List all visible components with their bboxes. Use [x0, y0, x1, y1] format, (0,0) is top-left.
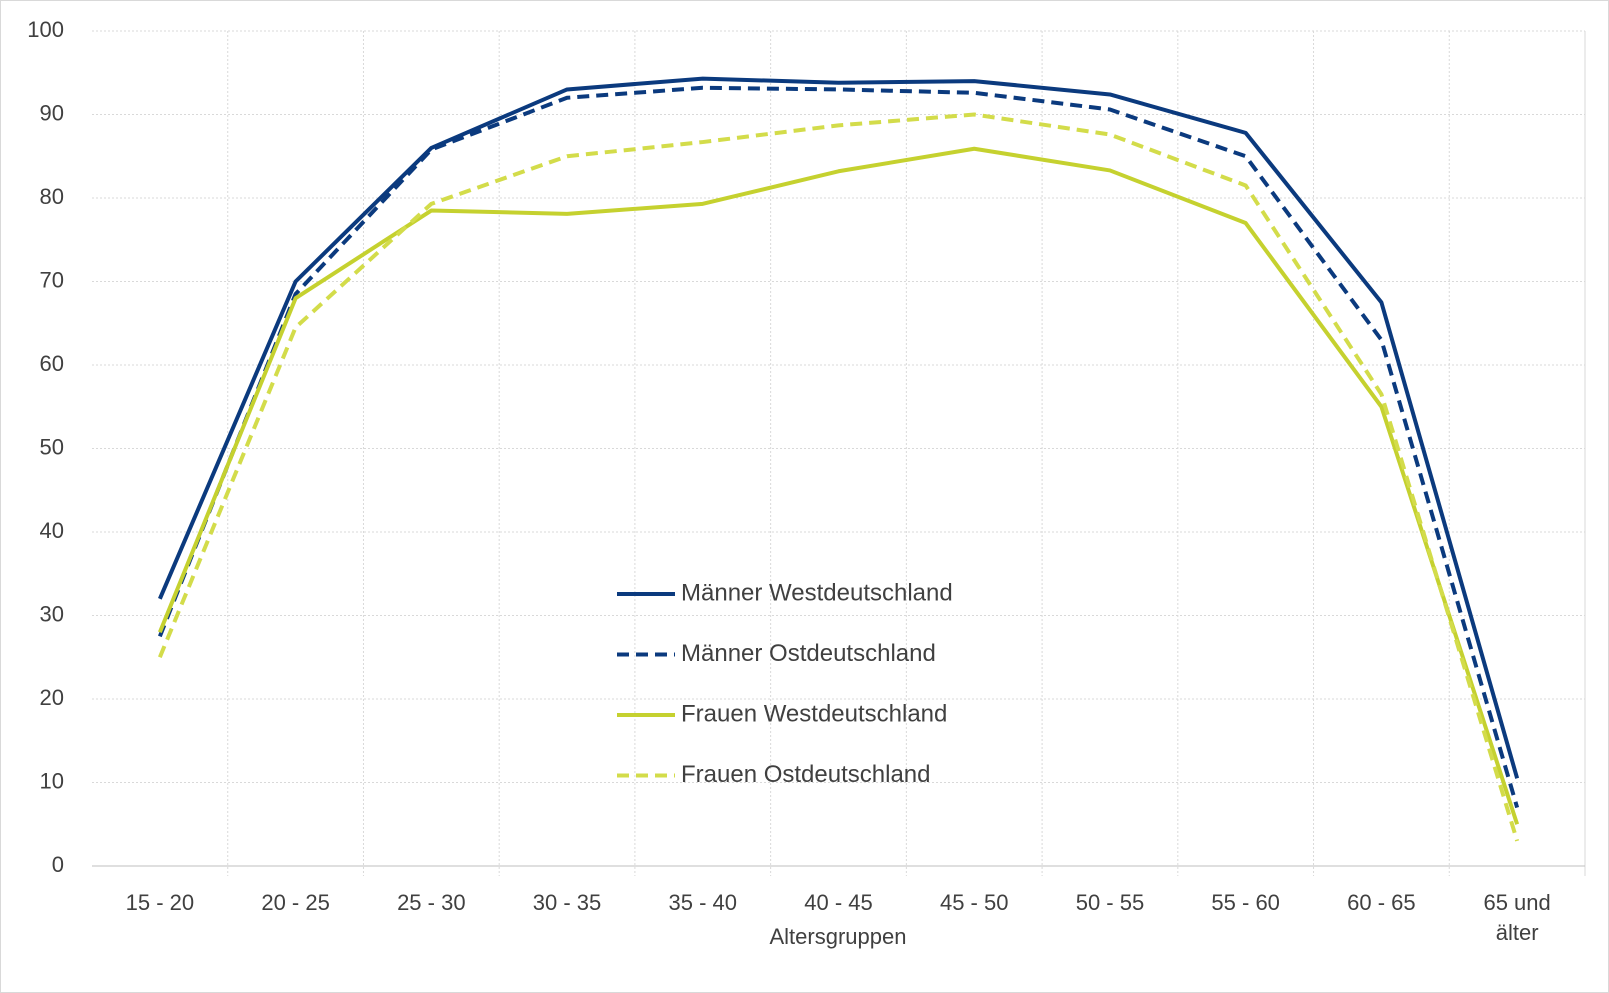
y-tick-label: 100	[27, 17, 64, 42]
series-line	[158, 146, 1520, 825]
y-tick-label: 20	[40, 685, 64, 710]
x-tick-label: 25 - 30	[397, 890, 466, 915]
x-tick-label: 20 - 25	[261, 890, 330, 915]
y-tick-label: 70	[40, 267, 64, 292]
legend-label: Frauen Ostdeutschland	[681, 761, 930, 788]
series-line	[158, 76, 1520, 779]
series-line	[158, 112, 1520, 842]
x-tick-label: 55 - 60	[1211, 890, 1280, 915]
y-tick-label: 60	[40, 351, 64, 376]
x-tick-label: 60 - 65	[1347, 890, 1416, 915]
x-tick-label: 45 - 50	[939, 890, 1009, 915]
x-tick-label: 40 - 45	[804, 890, 873, 915]
legend-label: Männer Ostdeutschland	[681, 640, 936, 667]
y-tick-label: 0	[52, 852, 64, 877]
series-line	[158, 85, 1520, 809]
x-axis-label: Altersgruppen	[770, 924, 907, 949]
x-tick-label: 65 und älter	[1483, 890, 1551, 945]
y-tick-label: 90	[40, 100, 64, 125]
y-tick-label: 10	[40, 768, 64, 793]
x-tick-label: 30 - 35	[532, 890, 602, 915]
legend-label: Frauen Westdeutschland	[681, 700, 947, 727]
y-tick-label: 40	[40, 518, 64, 543]
y-tick-label: 80	[40, 184, 64, 209]
legend-label: Männer Westdeutschland	[681, 579, 953, 606]
x-tick-label: 15 - 20	[125, 890, 195, 915]
x-tick-label: 50 - 55	[1075, 890, 1145, 915]
y-tick-label: 30	[40, 601, 64, 626]
x-tick-label: 35 - 40	[668, 890, 738, 915]
y-tick-label: 50	[40, 434, 64, 459]
